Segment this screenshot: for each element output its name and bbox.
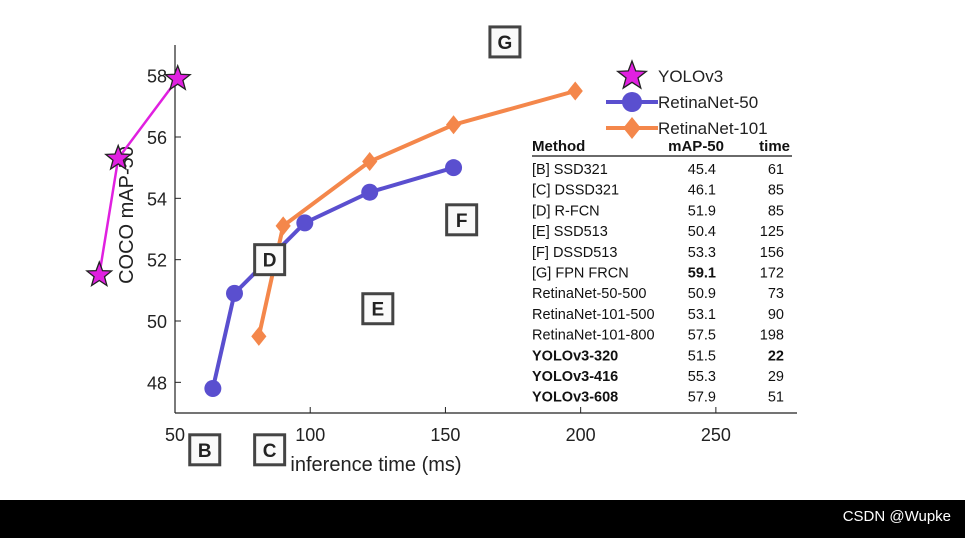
- table-cell-map: 50.9: [688, 286, 716, 302]
- table-cell-map: 57.5: [688, 328, 716, 344]
- table-cell-time: 73: [768, 286, 784, 302]
- x-tick-label: 100: [295, 425, 325, 445]
- footer-bar: CSDN @Wupke: [0, 500, 965, 538]
- table-cell-time: 85: [768, 183, 784, 199]
- chart: 50 100 150 200 250 48 50 52 54 56 58 inference time…: [85, 25, 797, 476]
- box-label: C: [263, 441, 277, 462]
- box-label: D: [263, 251, 277, 272]
- table-cell-time: 29: [768, 369, 784, 385]
- data-point-yolov3: [85, 260, 114, 287]
- box-label: F: [456, 211, 468, 232]
- x-tick-label: 150: [430, 425, 460, 445]
- table-cell-method: [D] R-FCN: [532, 203, 600, 219]
- box-label-frame: [188, 433, 222, 467]
- table-cell-method: YOLOv3-416: [532, 369, 618, 385]
- table-cell-map: 53.1: [688, 307, 716, 323]
- data-point-yolov3: [104, 143, 133, 171]
- y-tick-label: 50: [147, 312, 167, 332]
- y-tick-label: 58: [147, 67, 167, 87]
- table-cell-map: 59.1: [688, 266, 716, 282]
- table-cell-method: [G] FPN FRCN: [532, 266, 629, 282]
- table-cell-method: [E] SSD513: [532, 224, 608, 240]
- table-cell-method: YOLOv3-608: [532, 390, 618, 406]
- legend-label-retinanet-101: RetinaNet-101: [658, 119, 768, 138]
- series-line-yolov3: [98, 77, 179, 276]
- table-cell-map: 51.5: [688, 348, 716, 364]
- data-point-retinanet-50: [296, 214, 314, 232]
- table-header-time: time: [759, 138, 790, 155]
- table-cell-method: YOLOv3-320: [532, 348, 618, 364]
- table-cell-method: [C] DSSD321: [532, 183, 619, 199]
- table-cell-time: 22: [768, 348, 784, 364]
- table-cell-method: RetinaNet-101-500: [532, 307, 655, 323]
- box-label-frame: [445, 203, 479, 237]
- box-label-frame: [488, 25, 522, 59]
- table-cell-map: 46.1: [688, 183, 716, 199]
- y-axis-label: COCO mAP-50: [116, 146, 138, 284]
- table-cell-method: RetinaNet-50-500: [532, 286, 646, 302]
- y-tick-label: 56: [147, 128, 167, 148]
- data-point-retinanet-101: [251, 326, 267, 346]
- box-label: E: [371, 300, 384, 321]
- data-point-retinanet-50: [445, 159, 463, 177]
- table-cell-method: [F] DSSD513: [532, 245, 617, 261]
- box-label-frame: [253, 433, 287, 467]
- table-cell-time: 156: [760, 245, 784, 261]
- data-point-retinanet-101: [445, 115, 462, 135]
- y-tick-label: 52: [147, 251, 167, 271]
- data-point-retinanet-101: [567, 81, 583, 101]
- table-cell-method: [B] SSD321: [532, 162, 608, 178]
- table-cell-map: 45.4: [688, 162, 716, 178]
- series-line-retinanet-50: [210, 165, 455, 389]
- table-header-map: mAP-50: [668, 138, 724, 155]
- x-axis-label: inference time (ms): [290, 454, 461, 476]
- table-cell-map: 53.3: [688, 245, 716, 261]
- series-line-retinanet-101: [256, 89, 576, 337]
- legend-marker-retinanet-101: [623, 117, 641, 139]
- legend-label-yolov3: YOLOv3: [658, 67, 723, 86]
- watermark: CSDN @Wupke: [842, 508, 951, 525]
- box-label-frame: [361, 292, 395, 326]
- y-tick-label: 54: [147, 189, 167, 209]
- data-point-retinanet-50: [225, 284, 243, 302]
- table-cell-time: 90: [768, 307, 784, 323]
- legend-marker-retinanet-50: [622, 92, 642, 112]
- data-point-retinanet-101: [362, 152, 378, 172]
- box-label: G: [498, 33, 513, 54]
- box-label-frame: [253, 243, 287, 277]
- data-point-yolov3: [163, 63, 192, 91]
- table-cell-time: 172: [760, 266, 784, 282]
- x-tick-label: 50: [165, 425, 185, 445]
- table-cell-map: 51.9: [688, 203, 716, 219]
- table-cell-time: 51: [768, 390, 784, 406]
- table-cell-map: 55.3: [688, 369, 716, 385]
- table-header-method: Method: [532, 138, 585, 155]
- legend-label-retinanet-50: RetinaNet-50: [658, 93, 758, 112]
- table-cell-time: 61: [768, 162, 784, 178]
- table-cell-time: 198: [760, 328, 784, 344]
- x-tick-label: 200: [566, 425, 596, 445]
- table-cell-method: RetinaNet-101-800: [532, 328, 655, 344]
- table-cell-map: 57.9: [688, 390, 716, 406]
- x-tick-label: 250: [701, 425, 731, 445]
- legend-marker-yolov3: [615, 59, 649, 90]
- data-point-retinanet-50: [361, 183, 379, 201]
- table-cell-time: 125: [760, 224, 784, 240]
- table-cell-map: 50.4: [688, 224, 716, 240]
- data-point-retinanet-101: [275, 216, 291, 236]
- y-tick-label: 48: [147, 373, 167, 393]
- table-cell-time: 85: [768, 203, 784, 219]
- data-point-retinanet-50: [204, 379, 222, 397]
- box-label: B: [198, 441, 212, 462]
